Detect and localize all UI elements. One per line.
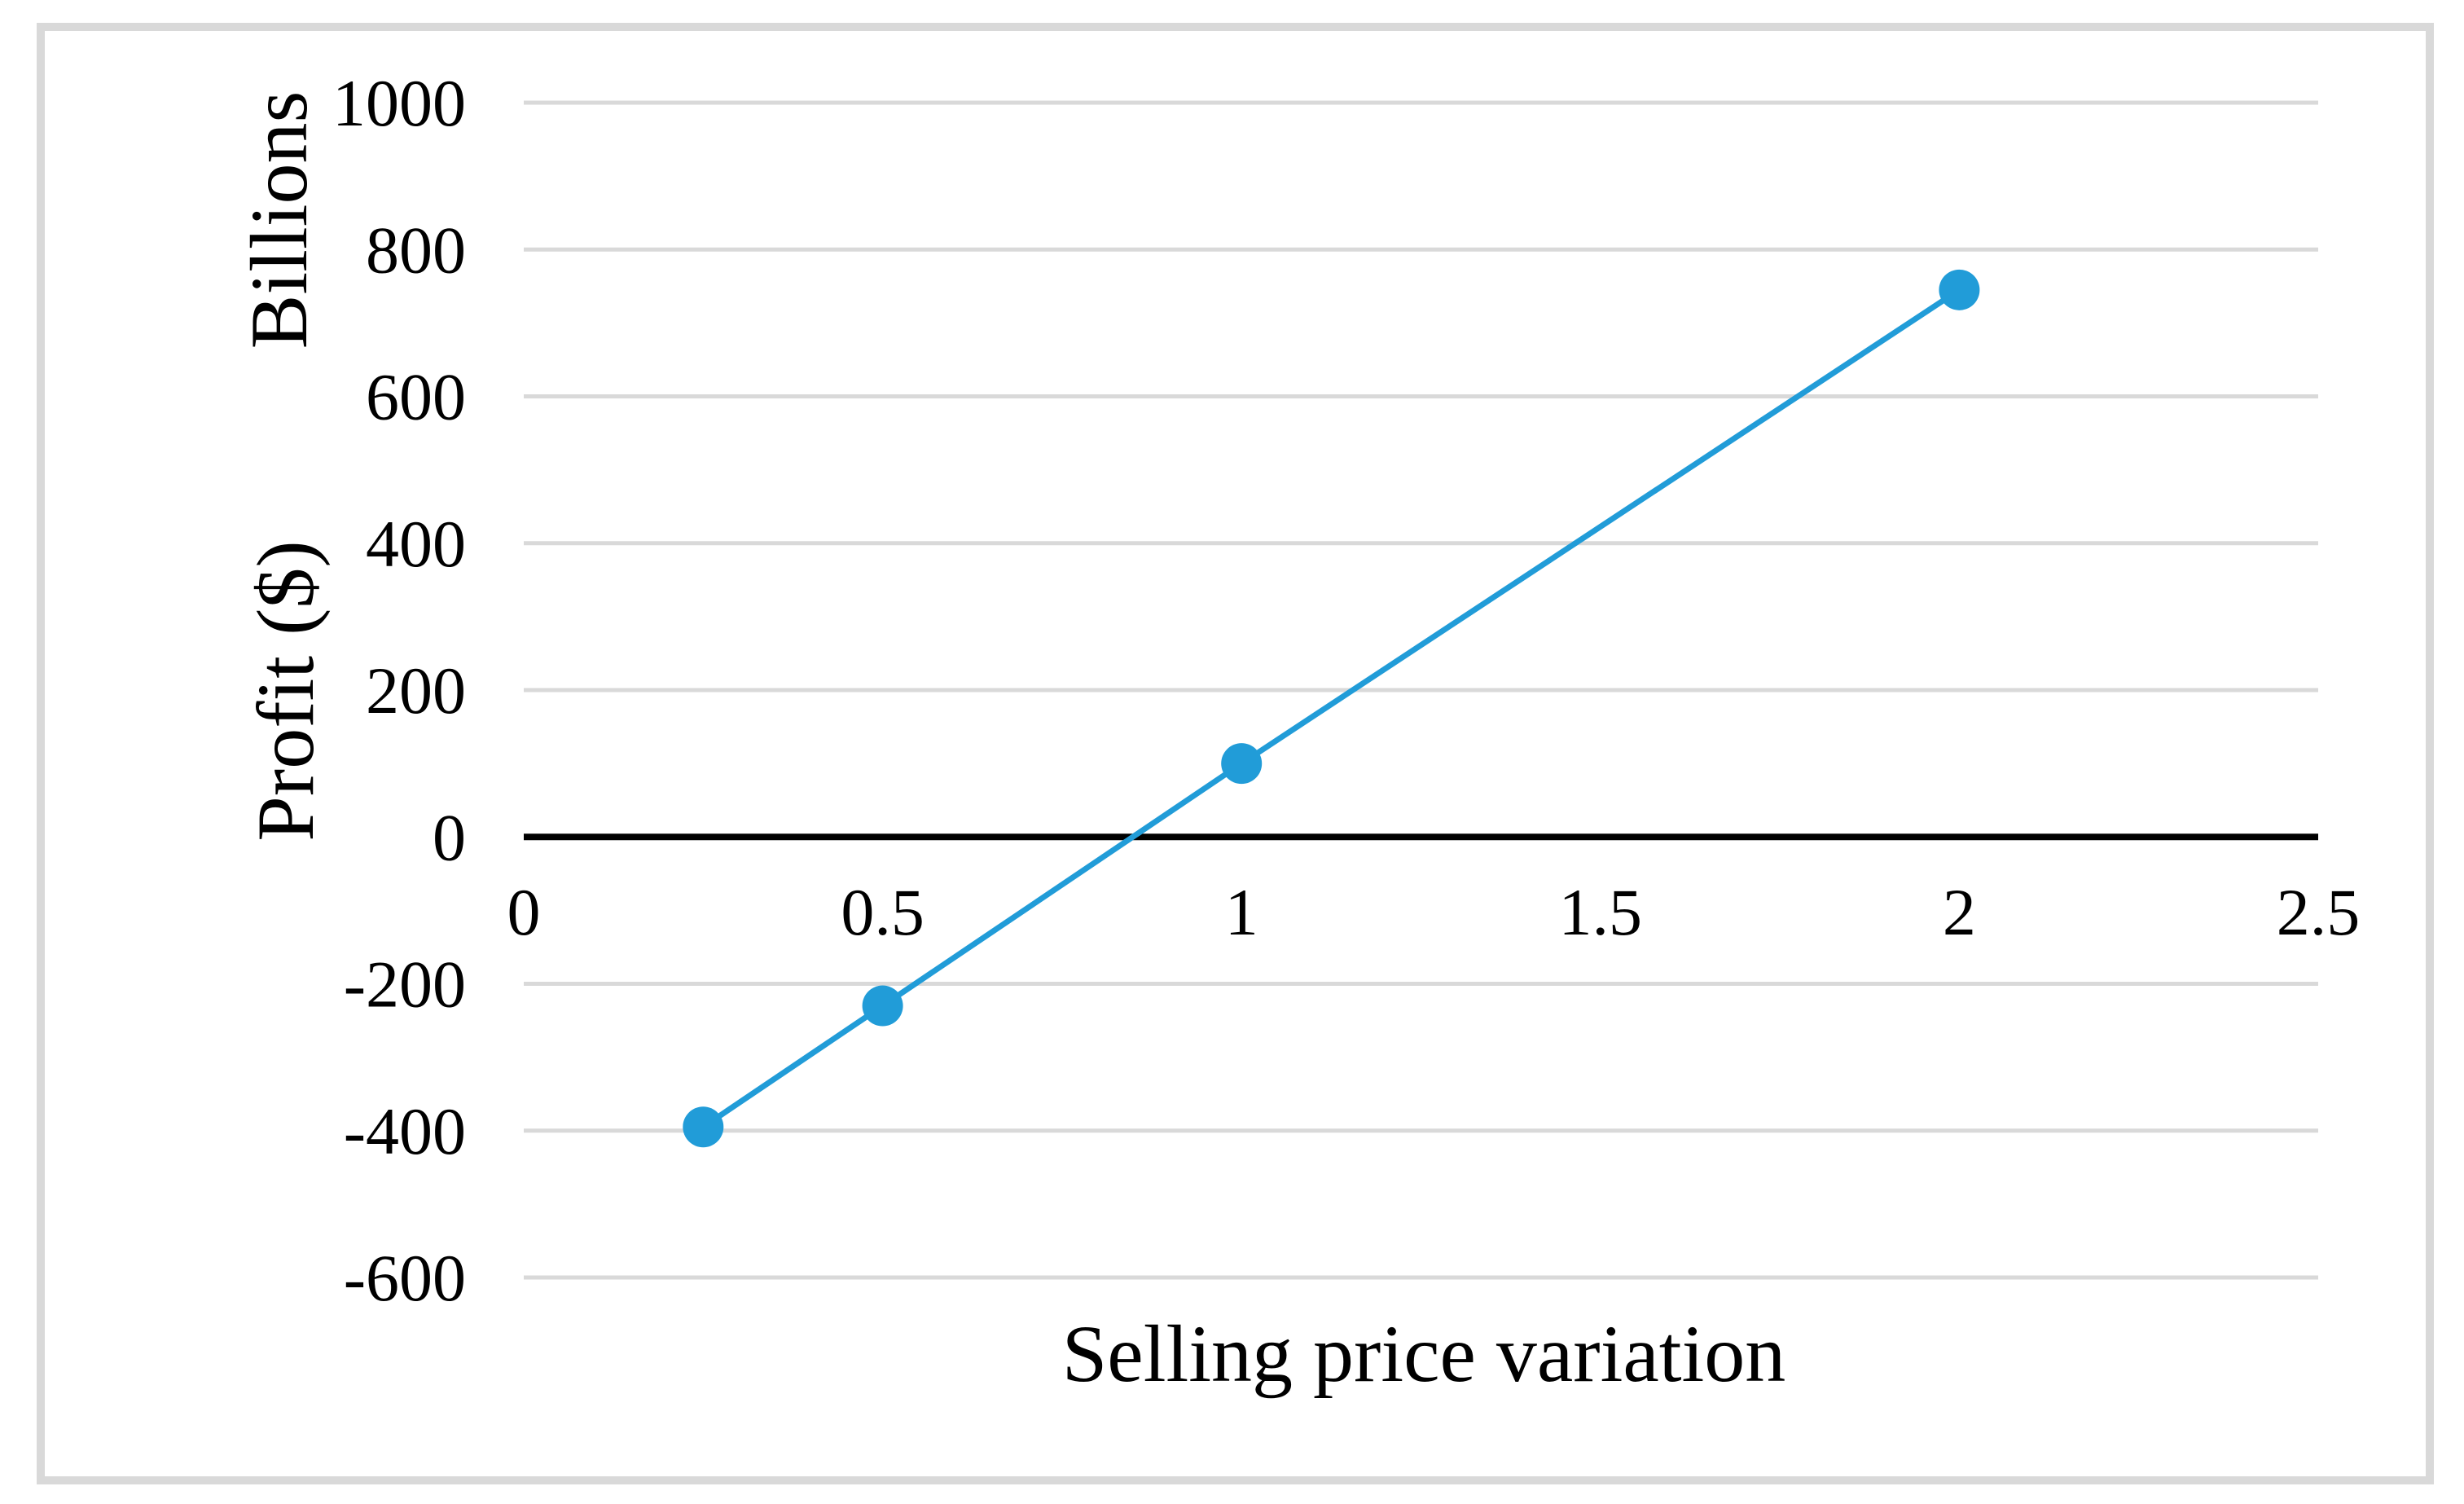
x-axis-title: Selling price variation — [1061, 1308, 1786, 1399]
x-tick-label: 1 — [1225, 875, 1258, 949]
y-tick-label: 600 — [366, 360, 466, 434]
data-point-marker — [1939, 269, 1980, 310]
x-tick-label: 0 — [507, 875, 541, 949]
y-tick-label: 800 — [366, 213, 466, 287]
y-tick-label: 200 — [366, 653, 466, 728]
data-point-marker — [683, 1106, 724, 1148]
y-tick-label: -400 — [344, 1094, 466, 1168]
y-tick-label: 0 — [433, 800, 466, 874]
y-tick-label: 1000 — [332, 66, 466, 140]
y-tick-label: -200 — [344, 948, 466, 1022]
x-tick-label: 1.5 — [1559, 875, 1643, 949]
x-tick-label: 0.5 — [841, 875, 925, 949]
x-tick-label: 2.5 — [2277, 875, 2361, 949]
y-axis-display-units-label: Billions — [234, 90, 324, 350]
data-point-marker — [862, 985, 903, 1027]
data-point-marker — [1221, 743, 1263, 785]
y-tick-label: -600 — [344, 1241, 466, 1315]
y-axis-title: Profit ($) — [240, 540, 331, 842]
x-tick-label: 2 — [1943, 875, 1976, 949]
y-tick-label: 400 — [366, 507, 466, 581]
series-line — [701, 287, 1961, 1130]
